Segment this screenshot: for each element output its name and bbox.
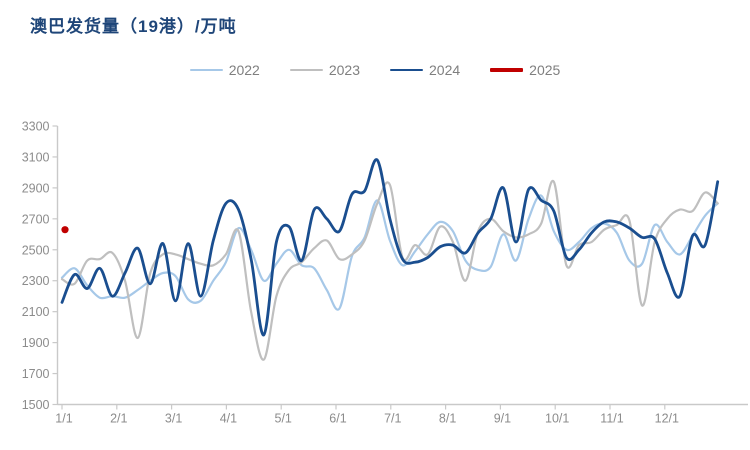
x-tick-label: 11/1	[600, 412, 623, 426]
x-tick-label: 10/1	[545, 412, 569, 426]
y-tick-label: 2300	[22, 274, 50, 288]
legend-label-2025: 2025	[529, 62, 561, 78]
legend-swatch-2022	[189, 68, 223, 72]
series-line-2023	[60, 180, 719, 361]
legend-swatch-2025	[490, 68, 524, 72]
legend-swatch-2024	[390, 68, 423, 72]
x-tick-label: 1/1	[55, 412, 72, 426]
x-tick-label: 5/1	[275, 412, 292, 426]
legend-item-2024: 2024	[390, 62, 460, 78]
x-tick-label: 12/1	[655, 412, 679, 426]
legend: 2022 2023 2024 2025	[0, 62, 750, 78]
x-tick-label: 9/1	[494, 412, 511, 426]
series-point-2025	[61, 226, 69, 234]
series-line-2024	[60, 158, 720, 337]
legend-swatch-2023	[289, 68, 323, 72]
y-tick-label: 2700	[22, 212, 50, 226]
x-tick-label: 8/1	[439, 412, 456, 426]
y-tick-label: 2500	[22, 243, 50, 257]
legend-label-2023: 2023	[328, 62, 360, 78]
legend-item-2025: 2025	[490, 62, 560, 78]
y-tick-label: 3100	[22, 150, 50, 164]
legend-label-2024: 2024	[429, 62, 461, 78]
y-tick-label: 1500	[22, 398, 50, 412]
chart-title: 澳巴发货量（19港）/万吨	[30, 17, 237, 36]
x-tick-label: 4/1	[220, 412, 237, 426]
x-tick-label: 2/1	[110, 412, 127, 426]
x-tick-label: 3/1	[165, 412, 182, 426]
x-tick-label: 6/1	[329, 412, 346, 426]
series-line-2022	[60, 194, 719, 311]
legend-item-2023: 2023	[289, 62, 360, 78]
y-tick-label: 1700	[22, 367, 50, 381]
y-tick-label: 2900	[22, 181, 50, 195]
legend-label-2022: 2022	[228, 62, 260, 78]
y-tick-label: 3300	[22, 120, 50, 134]
y-tick-label: 1900	[22, 336, 50, 350]
y-tick-label: 2100	[22, 305, 50, 319]
x-tick-label: 7/1	[384, 412, 401, 426]
legend-item-2022: 2022	[189, 62, 260, 78]
